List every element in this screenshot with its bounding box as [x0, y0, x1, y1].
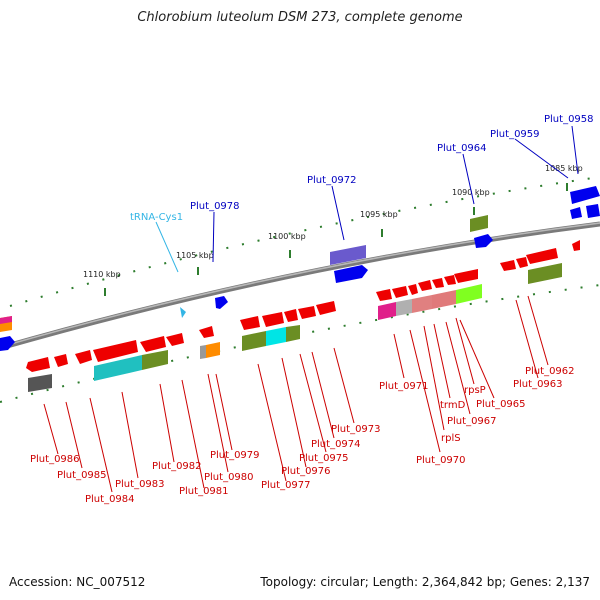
gene-label: Plut_0963	[513, 379, 563, 390]
gene-red-17[interactable]	[432, 278, 444, 288]
gene-blue-left[interactable]	[0, 336, 15, 351]
upper-labels: Plut_0958 Plut_0959 Plut_0964 Plut_0972 …	[130, 114, 594, 223]
gene-label: Plut_0971	[379, 381, 429, 392]
tick-track-outer	[9, 176, 600, 307]
gene-label: Plut_0962	[525, 366, 575, 377]
gene-label: Plut_0964	[437, 143, 487, 154]
gene-red-10[interactable]	[284, 309, 298, 322]
scale-label: 1105 kbp	[176, 251, 214, 260]
gene-red-4[interactable]	[93, 340, 138, 362]
lower-labels: Plut_0962 Plut_0963 Plut_0965 rpsP Plut_…	[30, 366, 575, 505]
gene-red-19[interactable]	[454, 269, 478, 283]
gene-olive-0977[interactable]	[242, 331, 266, 351]
gene-olive-0982[interactable]	[142, 350, 168, 370]
gene-plut-0958[interactable]	[570, 186, 600, 204]
trna-callout	[155, 221, 179, 273]
gene-gray-rplS[interactable]	[396, 299, 412, 316]
gene-cyan-0983[interactable]	[94, 355, 142, 381]
gene-red-6[interactable]	[166, 333, 184, 346]
reverse-strand-features	[26, 240, 580, 392]
gene-label: Plut_0986	[30, 454, 80, 465]
gene-label: Plut_0978	[190, 201, 240, 212]
gene-label: rplS	[441, 433, 461, 444]
gene-label: Plut_0979	[210, 450, 260, 461]
gene-salmon-0967[interactable]	[432, 290, 456, 309]
map-title: Chlorobium luteolum DSM 273, complete ge…	[137, 10, 463, 25]
gene-red-1[interactable]	[26, 357, 50, 372]
gene-plut-0978[interactable]	[215, 296, 228, 309]
gene-olive-0963[interactable]	[528, 263, 562, 284]
gene-label: rpsP	[464, 385, 486, 396]
gene-gray-0980[interactable]	[200, 345, 206, 359]
gene-label: tRNA-Cys1	[130, 212, 183, 223]
gene-red-9[interactable]	[262, 312, 284, 327]
forward-strand-features	[0, 186, 600, 351]
gene-red-23[interactable]	[572, 240, 580, 251]
gene-plut-0964[interactable]	[474, 234, 493, 248]
gene-green-rpsP[interactable]	[456, 284, 482, 304]
gene-label: Plut_0967	[447, 416, 497, 427]
gene-red-18[interactable]	[444, 275, 456, 285]
gene-red-14[interactable]	[392, 286, 408, 298]
upper-callouts	[212, 125, 579, 263]
gene-plut-0972[interactable]	[334, 265, 368, 283]
gene-red-12[interactable]	[316, 301, 336, 315]
genome-stats: Topology: circular; Length: 2,364,842 bp…	[260, 575, 590, 589]
gene-plut-0959[interactable]	[570, 207, 582, 219]
scale-label: 1085 kbp	[545, 164, 583, 173]
gene-label: Plut_0974	[311, 439, 361, 450]
gene-pink-0971[interactable]	[378, 302, 396, 320]
gene-colored-left-top	[0, 316, 12, 324]
gene-red-2[interactable]	[54, 354, 68, 367]
gene-label: Plut_0982	[152, 461, 202, 472]
scale-labels: 1110 kbp 1105 kbp 1100 kbp 1095 kbp 1090…	[83, 164, 583, 296]
gene-label: trmD	[440, 400, 466, 411]
gene-label: Plut_0983	[115, 479, 165, 490]
gene-trna-cys1[interactable]	[180, 307, 186, 318]
gene-label: Plut_0980	[204, 472, 254, 483]
gene-orange-0979[interactable]	[206, 342, 220, 358]
gene-salmon-trmD[interactable]	[412, 295, 432, 313]
gene-cyan-0976[interactable]	[266, 327, 286, 346]
gene-label: Plut_0977	[261, 480, 311, 491]
gene-red-5[interactable]	[140, 336, 166, 352]
gene-label: Plut_0973	[331, 424, 381, 435]
gene-label: Plut_0972	[307, 175, 357, 186]
gene-label: Plut_0981	[179, 486, 229, 497]
gene-label: Plut_0970	[416, 455, 466, 466]
scale-label: 1095 kbp	[360, 210, 398, 219]
gene-red-22[interactable]	[526, 248, 558, 264]
scale-label: 1110 kbp	[83, 270, 121, 279]
gene-label: Plut_0959	[490, 129, 540, 140]
scale-label: 1100 kbp	[268, 232, 306, 241]
gene-label: Plut_0975	[299, 453, 349, 464]
genome-backbone	[0, 221, 600, 351]
lower-callouts	[43, 295, 549, 493]
gene-label: Plut_0958	[544, 114, 594, 125]
gene-red-3[interactable]	[75, 350, 92, 364]
gene-label: Plut_0985	[57, 470, 107, 481]
accession-label: Accession: NC_007512	[9, 575, 146, 589]
gene-red-15[interactable]	[408, 284, 418, 295]
gene-label: Plut_0984	[85, 494, 135, 505]
scale-label: 1090 kbp	[452, 188, 490, 197]
tick-track-inner	[0, 284, 600, 403]
gene-red-7[interactable]	[199, 326, 214, 338]
gene-olive-0964[interactable]	[470, 215, 488, 232]
gene-gray-0986[interactable]	[28, 374, 52, 392]
gene-red-20[interactable]	[500, 260, 516, 271]
gene-red-21[interactable]	[516, 257, 528, 268]
gene-red-8[interactable]	[240, 316, 260, 330]
gene-purple-0972[interactable]	[330, 245, 366, 265]
gene-label: Plut_0965	[476, 399, 526, 410]
gene-olive-0975[interactable]	[286, 325, 300, 342]
gene-red-13[interactable]	[376, 289, 392, 301]
gene-red-16[interactable]	[418, 280, 432, 291]
gene-label: Plut_0976	[281, 466, 331, 477]
gene-red-11[interactable]	[298, 306, 316, 319]
gene-blue-upper-right[interactable]	[586, 204, 600, 218]
